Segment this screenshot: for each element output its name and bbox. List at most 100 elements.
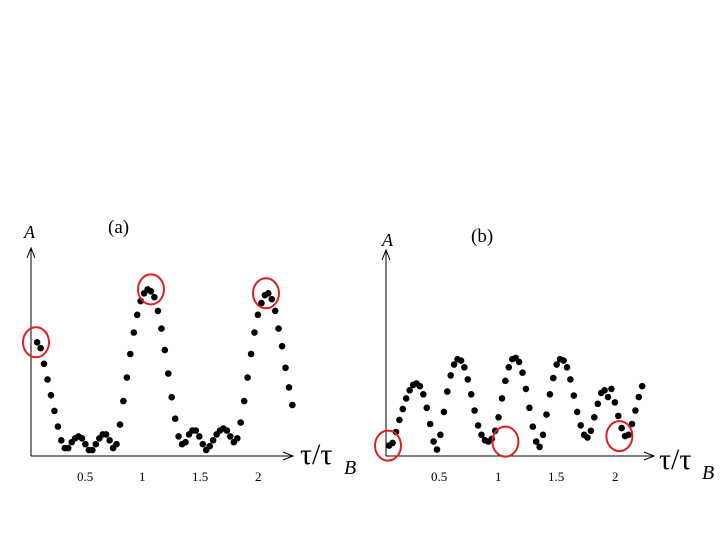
panel-b-data-point [532,438,540,445]
panel-a-data-point [33,339,41,346]
panel-b-data-point [553,361,560,368]
panel-b-data-point [573,408,581,416]
panel-a-data-point [116,421,124,428]
panel-b-data-point [635,393,643,401]
panel-a-data-point [265,290,272,297]
panel-a-data-point [227,433,234,440]
panel-a-data-point [168,393,175,401]
panel-a-data-point [151,293,158,301]
panel-a: (a) A 0.5 1 1.5 2 τ/τ B [22,217,356,484]
panel-b-data-points [385,354,646,453]
panel-a-data-point [196,433,203,440]
panel-a-data-points [33,286,296,454]
panel-b-x-axis-label-main: τ/τ [659,443,691,476]
panel-b-data-point [546,391,554,398]
panel-b-data-point [505,364,513,371]
panel-a-y-axis-arrow [26,246,36,259]
panel-b-data-point [406,387,414,394]
panel-b-data-point [399,405,407,413]
panel-a-data-point [258,299,265,307]
panel-a-x-tick-label: 2 [255,469,262,484]
panel-a-data-point [192,427,200,434]
panel-b-data-point [495,414,502,421]
panel-b-data-point [396,416,403,424]
panel-b: (b) A 0.5 1 1.5 2 τ/τ B [374,226,714,484]
panel-a-data-point [127,350,134,358]
panel-a-data-point [123,374,131,381]
panel-a-data-point [234,435,241,442]
panel-b-data-point [584,434,591,441]
panel-b-x-axis-label-subscript: B [702,462,714,484]
panel-a-data-point [58,437,65,444]
panel-a-data-point [209,437,217,444]
panel-b-data-point [498,395,506,402]
panel-a-data-point [102,431,110,438]
panel-b-highlight-circle [491,425,520,458]
panel-a-data-point [268,295,276,303]
panel-a-data-point [37,344,44,352]
panel-b-data-point [437,431,444,439]
panel-b-data-point [447,372,455,379]
panel-b-data-point [420,391,427,398]
panel-a-data-point [282,364,289,372]
panel-a-data-point [199,440,207,448]
panel-b-data-point [563,364,571,371]
panel-a-data-point [171,415,179,423]
panel-a-data-point [244,374,251,381]
panel-b-data-point [526,404,533,412]
panel-b-data-point [416,382,424,390]
panel-b-x-tick-label: 2 [612,469,619,484]
panel-a-x-tick-label: 0.5 [77,469,93,484]
panel-a-data-point [78,435,86,442]
panel-a-x-axis-arrow [282,451,295,461]
panel-a-data-point [247,350,255,358]
panel-a-data-point [278,342,286,350]
panel-a-data-point [289,401,296,409]
panel-a-data-point [89,446,96,454]
panel-b-data-point [430,438,437,445]
panel-a-data-point [133,311,141,319]
panel-a-x-axis-label: τ/τ B [300,438,356,479]
panel-b-data-point [628,420,636,428]
panel-b-data-point [577,422,584,429]
panel-a-x-axis-label-subscript: B [344,457,356,479]
panel-a-data-point [82,440,89,448]
panel-b-x-tick-label: 0.5 [431,469,447,484]
panel-b-data-point [426,420,434,428]
panel-a-data-point [40,360,48,368]
panel-a-data-point [165,370,172,377]
panel-b-data-point [615,412,622,420]
panel-b-data-point [604,393,612,401]
panel-b-data-point [457,357,465,364]
panel-a-x-axis-label-main: τ/τ [300,438,332,471]
panel-b-data-point [632,407,639,414]
panel-b-data-point [450,361,458,368]
panel-a-data-point [254,311,262,319]
panel-a-data-point [51,407,58,415]
panel-b-data-point [594,400,602,408]
panel-b-data-point [471,407,478,414]
panel-b-highlight-circle [605,420,634,453]
panel-b-data-point [539,431,547,439]
panel-b-data-point [423,404,431,412]
panel-b-data-point [601,387,608,394]
panel-b-x-tick-label: 1 [495,469,502,484]
panel-a-data-point [147,288,155,295]
panel-a-data-point [275,325,282,332]
panel-b-x-axis-arrow [643,451,656,461]
panel-a-data-point [285,384,293,391]
panel-a-data-point [251,329,258,336]
panel-b-data-point [440,408,448,416]
panel-b-data-point [567,376,574,383]
panel-b-highlight-markers [374,420,634,462]
panel-a-data-point [175,433,182,440]
panel-b-data-point [389,439,396,447]
panel-b-data-point [402,395,410,402]
panel-a-data-point [240,397,248,405]
panel-a-data-point [223,427,231,434]
panel-a-data-point [206,442,213,450]
panel-b-data-point [478,431,485,439]
panel-a-y-axis-label: A [23,222,36,242]
panel-b-data-point [587,427,595,435]
